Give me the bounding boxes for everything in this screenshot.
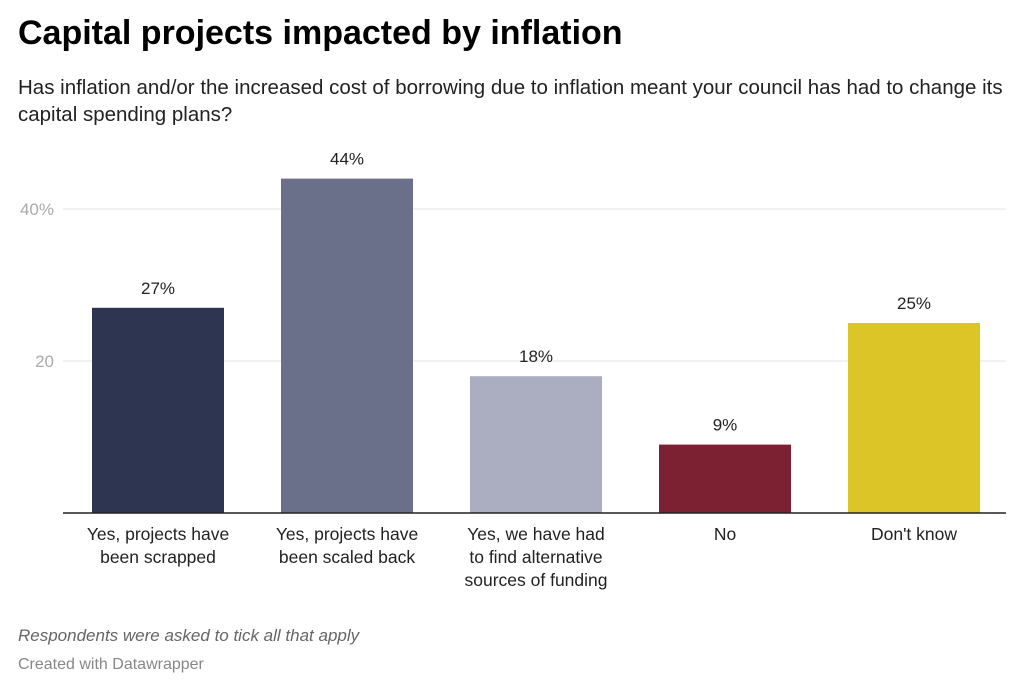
bar [92,307,224,513]
bar [470,376,602,513]
x-tick-label: been scaled back [279,547,415,567]
bar-chart: 20 40% 27% Yes, projects have been scrapped 4… [20,150,1006,590]
x-tick-label: to find alternative [469,547,602,567]
chart-credit[interactable]: Created with Datawrapper [18,656,204,673]
x-tick-label: Don't know [871,524,957,544]
x-tick-label: Yes, projects have [276,524,418,544]
chart-notes: Respondents were asked to tick all that … [18,626,360,645]
data-label: 9% [713,416,738,435]
data-label: 27% [141,279,175,298]
bar [848,323,980,513]
y-tick-label: 40% [20,200,54,219]
data-label: 44% [330,150,364,169]
chart-subtitle: Has inflation and/or the increased cost … [18,76,1003,126]
x-tick-label: Yes, projects have [87,524,229,544]
x-tick-label: been scrapped [100,547,216,567]
bar [659,444,791,513]
x-tick-label: Yes, we have had [467,524,605,544]
bar [281,178,413,513]
y-tick-label: 20 [35,352,54,371]
x-tick-label: sources of funding [464,570,607,590]
data-label: 18% [519,347,553,366]
chart-title: Capital projects impacted by inflation [18,14,623,52]
x-tick-label: No [714,524,736,544]
data-label: 25% [897,294,931,313]
